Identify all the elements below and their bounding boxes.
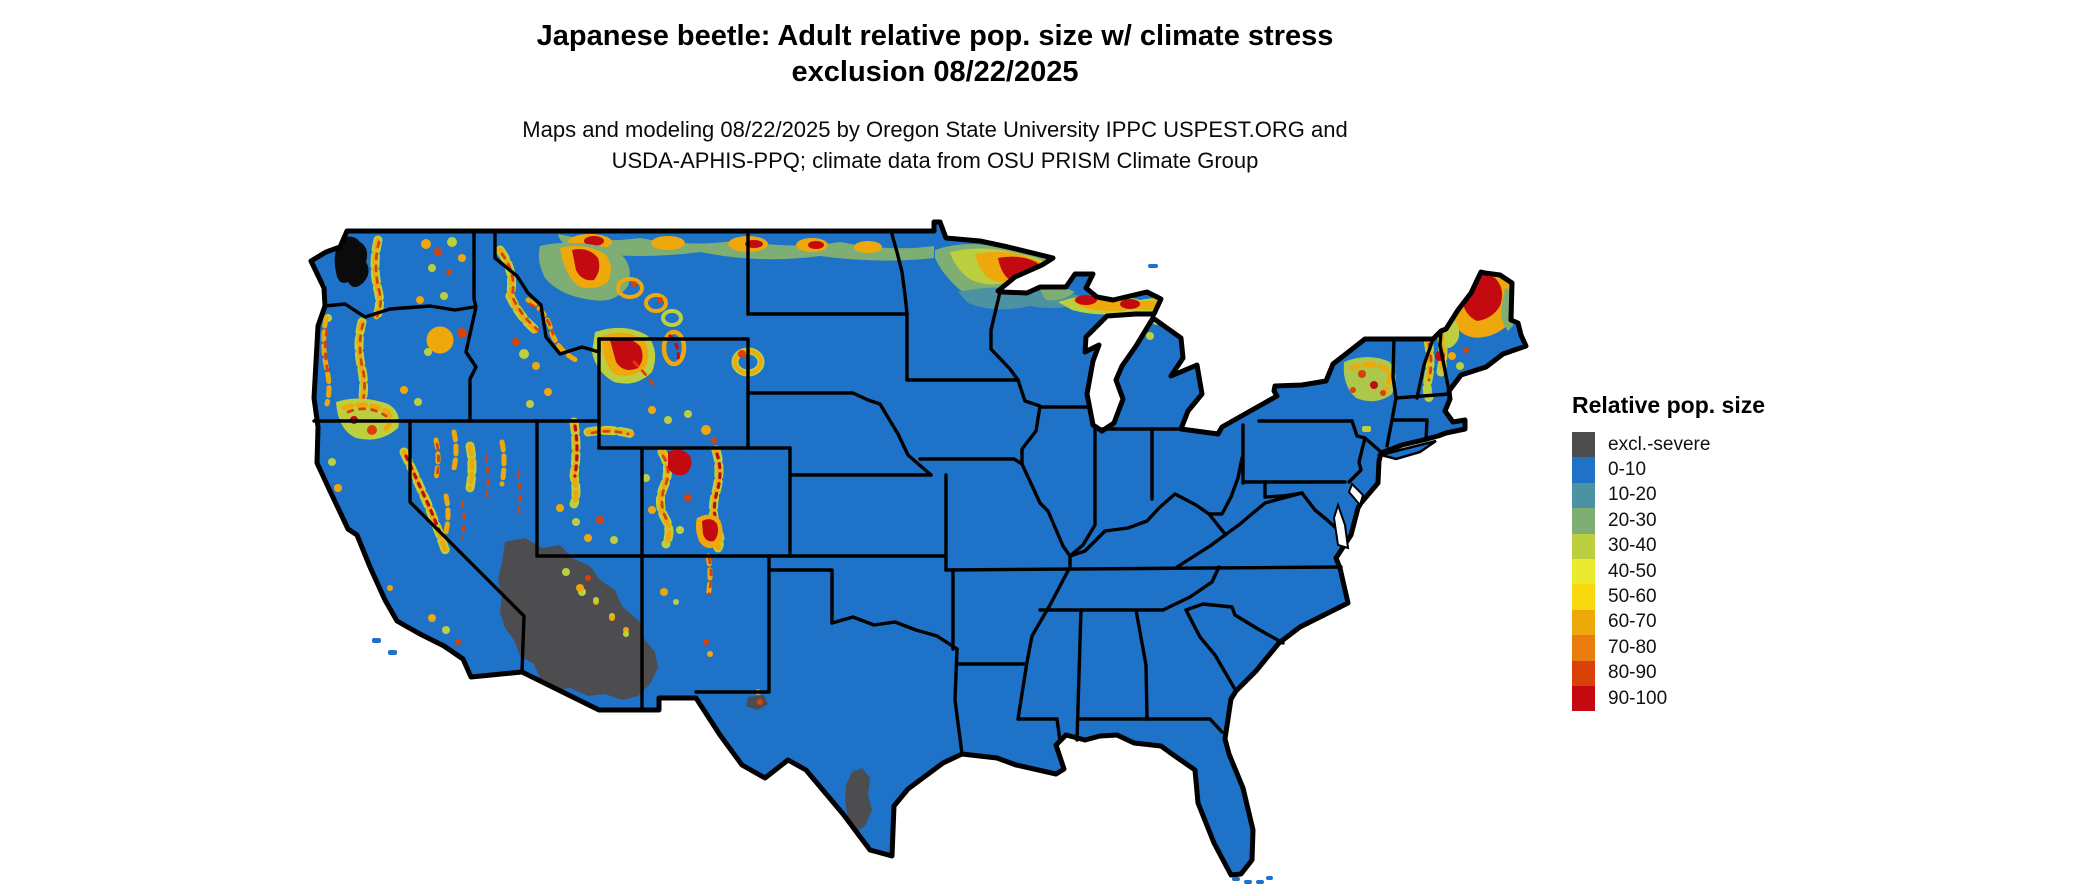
legend-items: excl.-severe 0-10 10-20 20-30 30-40 40-5… xyxy=(1572,432,1902,712)
map-title: Japanese beetle: Adult relative pop. siz… xyxy=(0,18,1870,90)
legend-swatch-20-30 xyxy=(1572,508,1595,534)
state-borders xyxy=(312,229,1451,756)
legend-swatch-80-90 xyxy=(1572,660,1595,686)
legend-swatch-50-60 xyxy=(1572,584,1595,610)
title-block: Japanese beetle: Adult relative pop. siz… xyxy=(0,18,1870,176)
map-title-line1: Japanese beetle: Adult relative pop. siz… xyxy=(536,20,1334,52)
legend-item: 30-40 xyxy=(1572,533,1902,559)
legend-swatch-70-80 xyxy=(1572,635,1595,661)
legend-label: 20-30 xyxy=(1608,509,1657,531)
legend-swatch-10-20 xyxy=(1572,482,1595,509)
legend-label: 30-40 xyxy=(1608,535,1657,557)
legend-item: 40-50 xyxy=(1572,558,1902,585)
legend-swatch-90-100 xyxy=(1572,685,1595,712)
legend-label: 60-70 xyxy=(1608,611,1657,633)
legend-item: 70-80 xyxy=(1572,635,1902,661)
legend-label: excl.-severe xyxy=(1608,433,1711,455)
legend-item: 20-30 xyxy=(1572,508,1902,534)
puget-sound-dark-area xyxy=(334,236,369,287)
legend-item: 90-100 xyxy=(1572,685,1902,712)
map-subtitle-line1: Maps and modeling 08/22/2025 by Oregon S… xyxy=(522,117,1348,142)
legend-label: 90-100 xyxy=(1608,687,1668,709)
coastal-islands xyxy=(372,264,1273,884)
long-island xyxy=(1376,439,1437,461)
hotspots-arizona-rim xyxy=(562,568,629,637)
legend-swatch-excl-severe xyxy=(1572,432,1595,458)
legend-label: 0-10 xyxy=(1608,459,1647,481)
legend-item: 0-10 xyxy=(1572,457,1902,483)
map-subtitle-line2: USDA-APHIS-PPQ; climate data from OSU PR… xyxy=(611,148,1259,173)
hotspots-northern-band xyxy=(558,234,1186,347)
map-title-line2: exclusion 08/22/2025 xyxy=(791,56,1079,88)
legend-item: 60-70 xyxy=(1572,609,1902,636)
legend-swatch-30-40 xyxy=(1572,533,1595,559)
map-subtitle: Maps and modeling 08/22/2025 by Oregon S… xyxy=(0,114,1870,176)
legend-label: 40-50 xyxy=(1608,560,1657,582)
legend-label: 70-80 xyxy=(1608,636,1657,658)
hotspots-great-basin xyxy=(433,417,637,544)
chesapeake-delaware-bays xyxy=(1332,482,1365,550)
excluded-severe-regions xyxy=(498,538,872,832)
legend-swatch-40-50 xyxy=(1572,558,1595,585)
legend-label: 50-60 xyxy=(1608,586,1657,608)
legend-item: excl.-severe xyxy=(1572,432,1902,458)
legend-label: 10-20 xyxy=(1608,484,1657,506)
hotspots-northern-rockies xyxy=(495,242,765,443)
legend-swatch-0-10 xyxy=(1572,457,1595,483)
legend-label: 80-90 xyxy=(1608,662,1657,684)
legend-item: 80-90 xyxy=(1572,660,1902,686)
hotspots-pacific-northwest xyxy=(318,226,467,440)
legend-swatch-60-70 xyxy=(1572,609,1595,636)
legend-item: 10-20 xyxy=(1572,482,1902,509)
legend-item: 50-60 xyxy=(1572,584,1902,610)
legend-title: Relative pop. size xyxy=(1572,392,1766,418)
legend: Relative pop. size excl.-severe 0-10 10-… xyxy=(1572,392,1902,712)
